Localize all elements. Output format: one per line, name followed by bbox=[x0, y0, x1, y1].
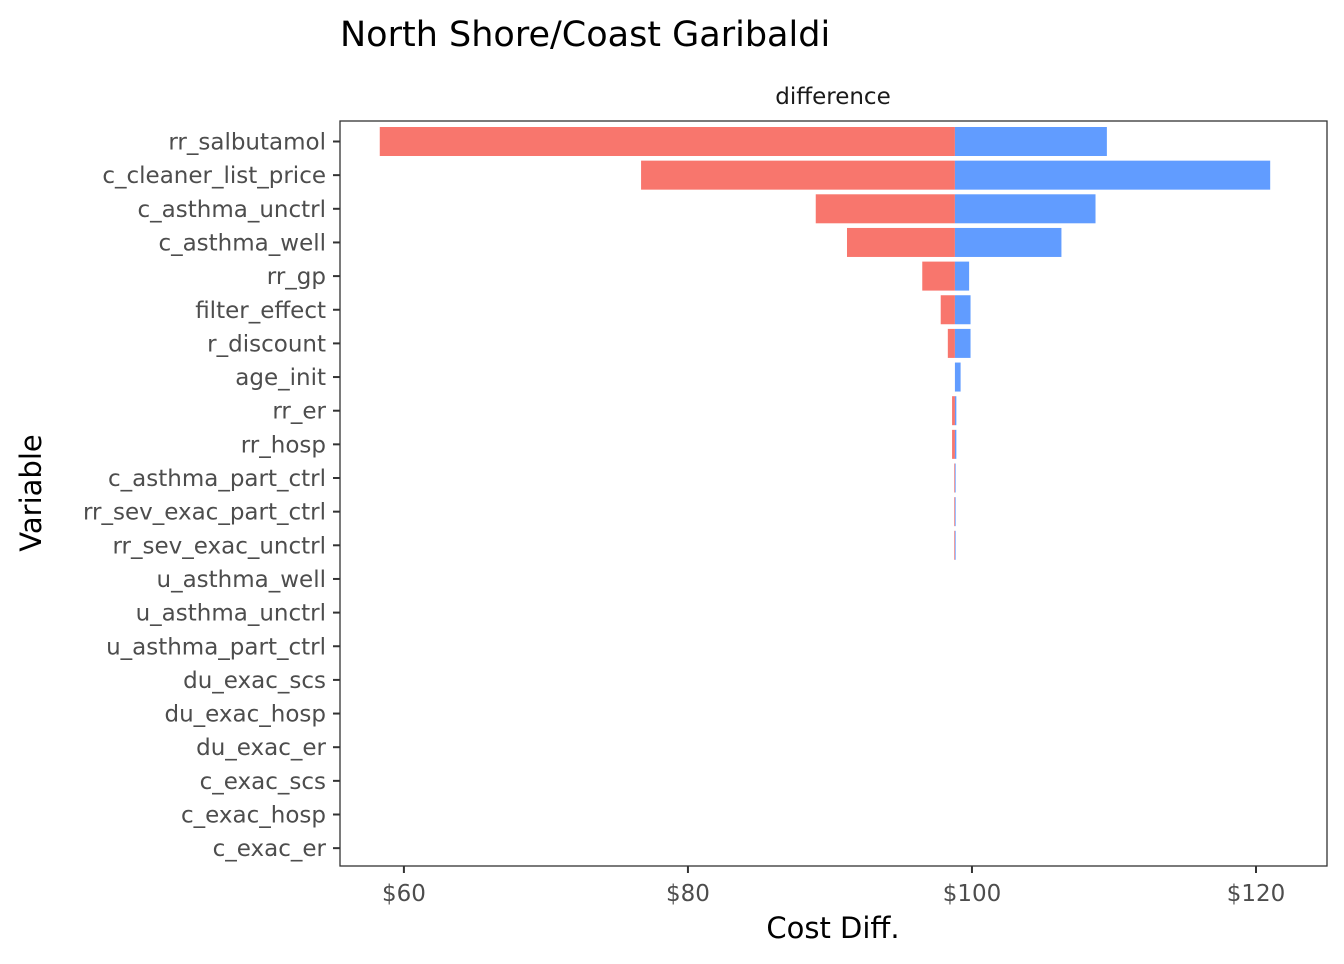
bar-high-c_asthma_well bbox=[954, 227, 1062, 257]
y-tick-label: rr_hosp bbox=[241, 432, 326, 458]
bars-low-series bbox=[379, 127, 955, 560]
x-tick-label: $80 bbox=[666, 881, 710, 907]
y-tick-label: rr_er bbox=[272, 399, 326, 425]
y-tick-label: filter_effect bbox=[195, 298, 326, 324]
bar-low-rr_sev_exac_part_ctrl bbox=[954, 497, 955, 527]
bar-low-rr_er bbox=[952, 396, 955, 426]
y-tick-label: c_exac_er bbox=[213, 836, 327, 862]
bar-high-age_init bbox=[954, 362, 961, 392]
y-tick-label: du_exac_er bbox=[196, 735, 326, 761]
bar-low-filter_effect bbox=[940, 295, 955, 325]
bar-high-rr_sev_exac_unctrl bbox=[954, 530, 956, 560]
y-axis-title: Variable bbox=[14, 434, 48, 551]
y-tick-label: rr_sev_exac_unctrl bbox=[112, 533, 326, 559]
bars-high-series bbox=[954, 127, 1271, 560]
bar-low-r_discount bbox=[947, 328, 955, 358]
bar-high-filter_effect bbox=[954, 295, 971, 325]
bar-high-rr_gp bbox=[954, 261, 970, 291]
y-tick-label: u_asthma_well bbox=[157, 567, 327, 593]
y-tick-label: du_exac_scs bbox=[183, 668, 326, 694]
bar-low-c_cleaner_list_price bbox=[641, 160, 955, 190]
y-tick-label: rr_sev_exac_part_ctrl bbox=[83, 500, 326, 526]
bar-low-rr_sev_exac_unctrl bbox=[954, 530, 955, 560]
y-tick-label: c_asthma_well bbox=[158, 230, 326, 256]
bar-low-c_asthma_unctrl bbox=[815, 194, 955, 224]
y-tick-label: rr_gp bbox=[267, 264, 326, 290]
chart-title: North Shore/Coast Garibaldi bbox=[340, 15, 830, 55]
x-axis-title: Cost Diff. bbox=[766, 911, 899, 945]
y-tick-label: c_exac_scs bbox=[200, 769, 326, 795]
bar-high-r_discount bbox=[954, 328, 971, 358]
bar-high-rr_salbutamol bbox=[954, 127, 1107, 156]
y-tick-label: u_asthma_part_ctrl bbox=[106, 634, 326, 660]
bar-low-rr_salbutamol bbox=[379, 127, 955, 156]
y-tick-label: c_cleaner_list_price bbox=[102, 163, 326, 189]
bar-high-c_asthma_part_ctrl bbox=[954, 463, 956, 493]
bar-high-rr_er bbox=[954, 396, 957, 426]
y-tick-label: rr_salbutamol bbox=[168, 130, 326, 156]
y-tick-label: u_asthma_unctrl bbox=[136, 601, 326, 627]
y-axis: rr_salbutamol c_cleaner_list_price c_asthm… bbox=[83, 130, 340, 862]
bar-high-rr_sev_exac_part_ctrl bbox=[954, 497, 956, 527]
facet-label: difference bbox=[775, 84, 890, 110]
y-tick-label: age_init bbox=[235, 365, 326, 391]
bar-low-rr_hosp bbox=[952, 429, 955, 459]
bar-high-c_cleaner_list_price bbox=[954, 160, 1271, 190]
bar-low-c_asthma_well bbox=[846, 227, 955, 257]
x-tick-label: $120 bbox=[1227, 881, 1286, 907]
y-tick-label: r_discount bbox=[207, 331, 326, 357]
bar-high-rr_hosp bbox=[954, 429, 957, 459]
x-tick-label: $100 bbox=[943, 881, 1002, 907]
x-tick-label: $60 bbox=[382, 881, 426, 907]
y-tick-label: c_exac_hosp bbox=[181, 803, 326, 829]
y-tick-label: du_exac_hosp bbox=[164, 702, 326, 728]
y-tick-label: c_asthma_unctrl bbox=[138, 197, 326, 223]
x-axis: $60 $80 $100 $120 bbox=[382, 866, 1285, 907]
bar-low-c_asthma_part_ctrl bbox=[954, 463, 955, 493]
panel-border bbox=[339, 120, 1328, 867]
bar-low-rr_gp bbox=[922, 261, 955, 291]
bar-high-c_asthma_unctrl bbox=[954, 194, 1096, 224]
y-tick-label: c_asthma_part_ctrl bbox=[108, 466, 326, 492]
